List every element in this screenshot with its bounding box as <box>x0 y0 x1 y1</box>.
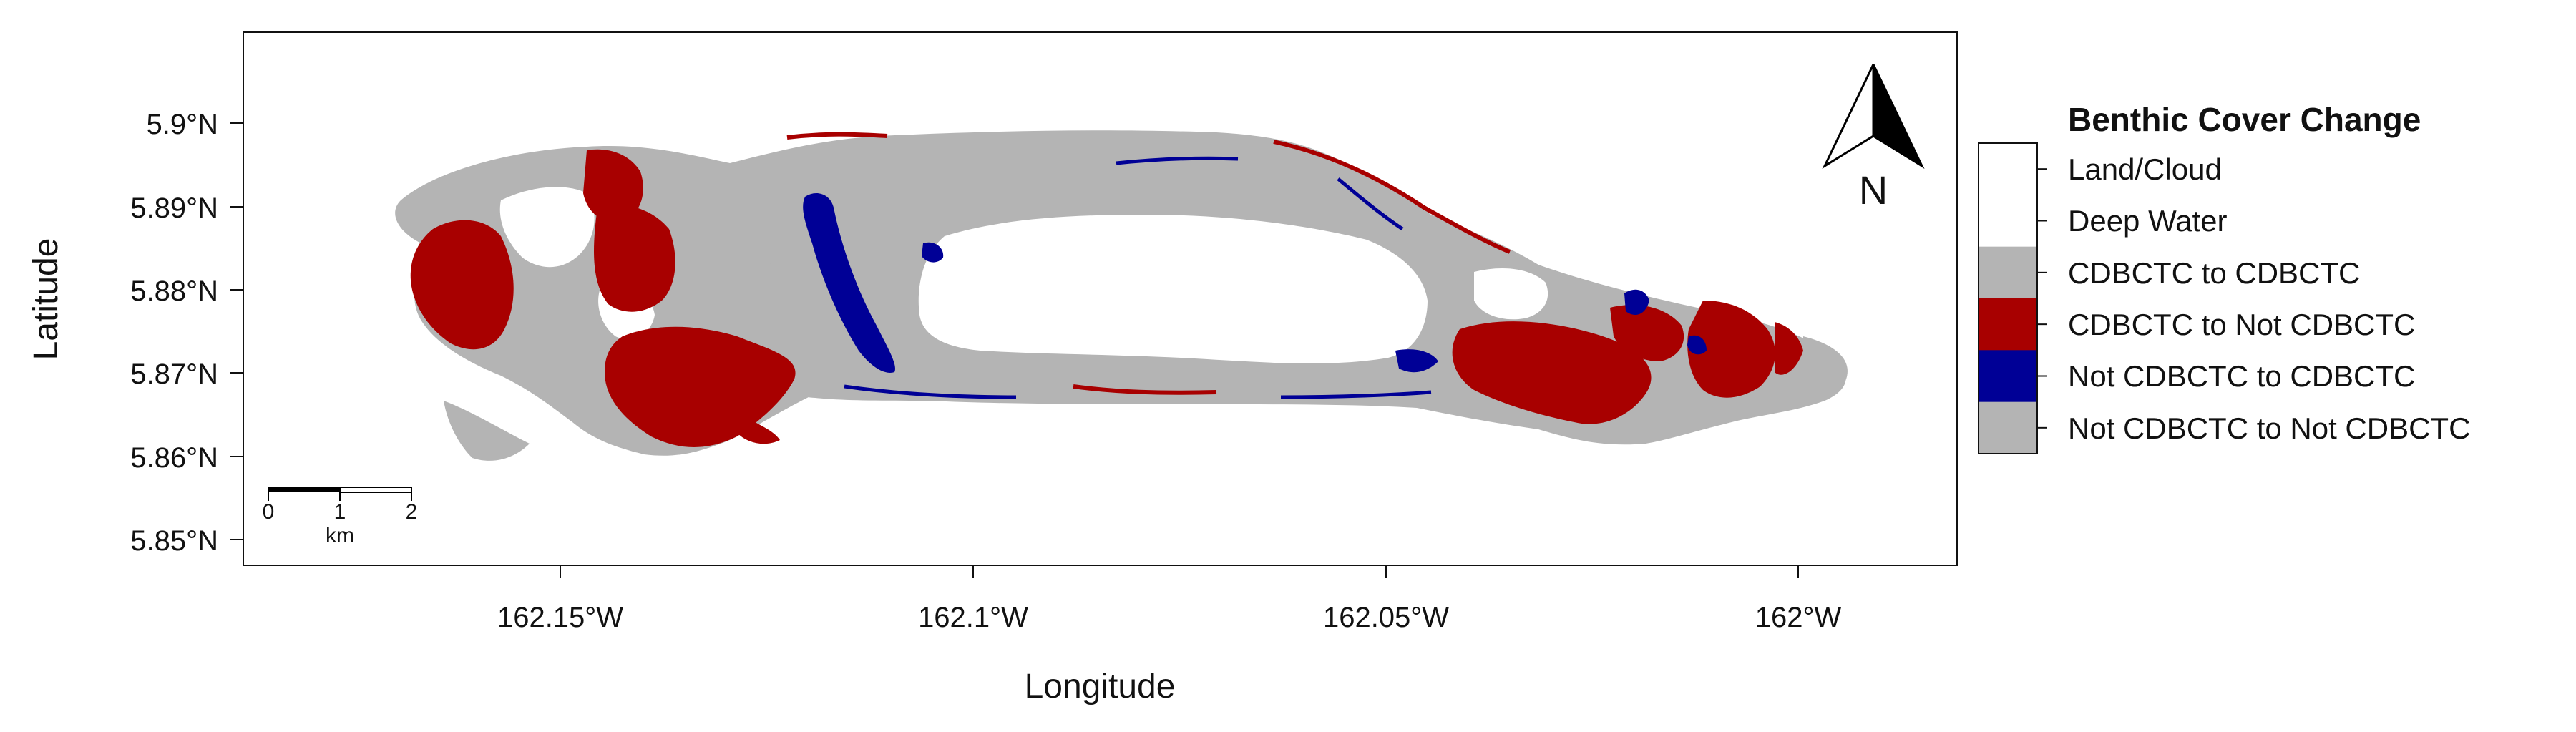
legend-bar-frame <box>1978 142 2038 454</box>
y-tick-label: 5.86°N <box>130 442 218 474</box>
legend-swatch <box>1979 195 2037 248</box>
legend-swatch <box>1979 143 2037 195</box>
legend-label-deep-water: Deep Water <box>2068 204 2228 238</box>
scale-bar-black-segment <box>268 487 340 492</box>
legend-label-land-cloud: Land/Cloud <box>2068 152 2222 186</box>
legend-swatch <box>1979 298 2037 351</box>
legend-title: Benthic Cover Change <box>2068 101 2421 138</box>
north-arrow-icon: N <box>1822 64 1925 213</box>
red-change-areas <box>410 149 1803 447</box>
y-tick-label: 5.87°N <box>130 358 218 390</box>
scale-bar-tick-label: 2 <box>406 500 418 524</box>
scale-bar-white-segment <box>339 487 412 493</box>
legend-ticks <box>2037 168 2047 429</box>
scale-bar-tick-label: 1 <box>334 500 346 524</box>
x-axis: 162.15°W 162.1°W 162.05°W 162°W Longitud… <box>243 565 1957 706</box>
legend-label-not-cdbctc-to-cdbctc: Not CDBCTC to CDBCTC <box>2068 359 2415 393</box>
legend-color-bar <box>1979 143 2037 454</box>
legend-swatch <box>1979 246 2037 299</box>
red-rim-lines <box>786 132 1511 395</box>
y-tick-label: 5.9°N <box>147 109 219 140</box>
scale-bar-tick-label: 0 <box>263 500 275 524</box>
x-tick-label: 162.15°W <box>497 602 623 633</box>
blue-change-areas <box>803 193 1707 373</box>
legend-label-cdbctc-to-cdbctc: CDBCTC to CDBCTC <box>2068 256 2360 290</box>
y-tick-label: 5.88°N <box>130 275 218 307</box>
map-panel <box>243 31 1958 566</box>
blue-rim-lines <box>844 156 1432 399</box>
scale-bar: 0 1 2 km <box>263 487 418 547</box>
x-tick-label: 162.05°W <box>1323 602 1449 633</box>
legend-label-not-cdbctc-to-not-cdbctc: Not CDBCTC to Not CDBCTC <box>2068 411 2470 445</box>
y-axis-label: Latitude <box>27 238 65 361</box>
x-tick-label: 162°W <box>1755 602 1842 633</box>
x-tick-label: 162.1°W <box>918 602 1028 633</box>
north-arrow-label: N <box>1859 167 1888 213</box>
legend-label-cdbctc-to-not-cdbctc: CDBCTC to Not CDBCTC <box>2068 308 2415 341</box>
scale-bar-unit: km <box>326 524 354 547</box>
y-tick-label: 5.85°N <box>130 525 218 557</box>
y-tick-label: 5.89°N <box>130 192 218 224</box>
lagoon-white-area <box>499 187 1548 363</box>
legend: Benthic Cover Change Land/Cloud Deep Wat… <box>1978 101 2470 454</box>
y-axis: 5.9°N 5.89°N 5.88°N 5.87°N 5.86°N 5.85°N… <box>27 32 244 565</box>
legend-swatch <box>1979 350 2037 403</box>
legend-swatch <box>1979 401 2037 454</box>
x-axis-label: Longitude <box>1025 668 1176 706</box>
